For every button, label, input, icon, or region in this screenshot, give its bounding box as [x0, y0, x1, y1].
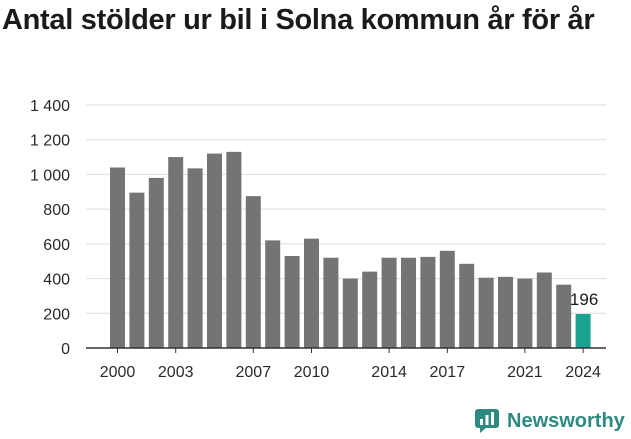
bar-2009 [284, 256, 300, 348]
bar-2021 [517, 278, 533, 348]
y-tick-label: 800 [43, 202, 70, 219]
x-tick-label: 2000 [100, 364, 136, 381]
bar-2011 [323, 257, 339, 348]
bar-2018 [459, 263, 475, 348]
y-tick-label: 600 [43, 237, 70, 254]
chart-title: Antal stölder ur bil i Solna kommun år f… [2, 4, 595, 36]
y-tick-label: 1 200 [30, 133, 70, 150]
bar-2005 [207, 153, 222, 348]
x-tick-label: 2017 [430, 364, 466, 381]
bar-2013 [362, 271, 378, 348]
bar-2001 [129, 192, 145, 348]
bar-2010 [304, 238, 319, 348]
y-axis-ticks: 0 200 400 600 800 1 000 1 200 1 400 [30, 98, 70, 358]
bar-2012 [342, 278, 358, 348]
bar-2007 [245, 196, 261, 348]
data-label: 196 [570, 290, 598, 309]
bar-2022 [536, 272, 552, 348]
brand-name: Newsworthy [507, 409, 625, 432]
bar-2014 [381, 257, 397, 348]
bar-2020 [498, 276, 513, 348]
x-axis: 2000 2003 2007 2010 2014 2017 2021 2024 [86, 347, 606, 381]
x-tick-label: 2024 [565, 364, 601, 381]
bar-2006 [226, 151, 242, 348]
bar-2000 [110, 167, 125, 348]
y-tick-label: 1 000 [30, 167, 70, 184]
bar-2023 [556, 284, 572, 348]
x-tick-label: 2007 [236, 364, 272, 381]
newsworthy-brand[interactable]: Newsworthy [474, 408, 625, 434]
data-labels: 196 [570, 290, 598, 309]
bars [110, 151, 591, 348]
bar-2008 [265, 240, 281, 348]
y-tick-label: 200 [43, 306, 70, 323]
bar-2017 [439, 250, 455, 348]
x-tick-label: 2003 [158, 364, 194, 381]
x-tick-label: 2021 [507, 364, 543, 381]
x-tick-label: 2014 [371, 364, 407, 381]
bar-2003 [168, 157, 184, 348]
bar-2016 [420, 256, 436, 348]
bar-2024 [575, 313, 591, 348]
y-tick-label: 1 400 [30, 98, 70, 115]
bar-2004 [187, 168, 203, 348]
bar-2019 [478, 277, 494, 348]
bar-2002 [148, 177, 164, 348]
x-tick-label: 2010 [294, 364, 330, 381]
y-tick-label: 0 [61, 341, 70, 358]
bar-2015 [401, 257, 416, 348]
y-tick-label: 400 [43, 272, 70, 289]
newsworthy-logo-icon [475, 409, 499, 433]
